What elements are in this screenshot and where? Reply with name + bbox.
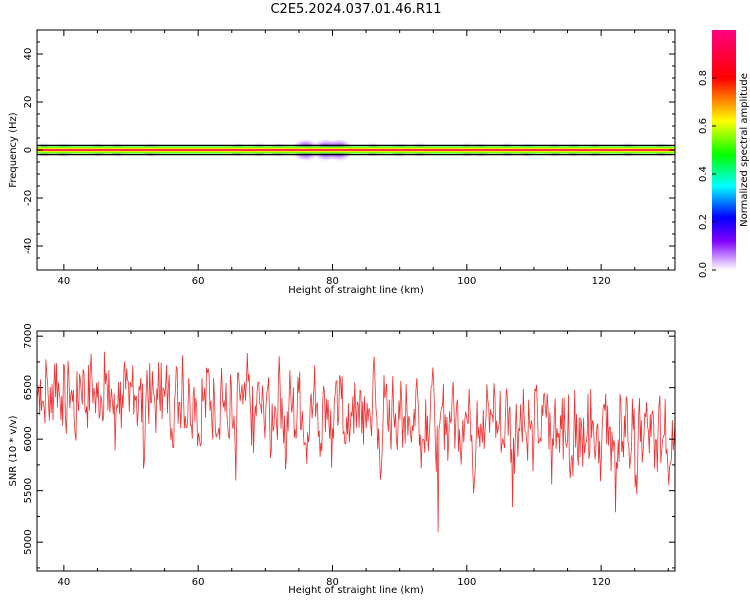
spectrogram-y-tick-label: -40 [23,238,34,254]
snr-y-tick-label: 6000 [23,426,34,451]
spectrogram-x-tick-label: 100 [457,276,476,287]
snr-frame [36,330,676,572]
snr-ticks: 40 60 80 100 120 5000 5500 6000 6500 7000 [23,323,675,588]
spectrogram-panel: 40 60 80 100 120 -40 -20 0 20 40 Height of straig… [8,29,676,296]
snr-x-tick-label: 60 [192,577,205,588]
snr-panel: 40 60 80 100 120 5000 5500 6000 6500 7000 Height … [8,323,676,596]
chart-title: C2E5.2024.037.01.46.R11 [270,2,442,17]
spectrogram-y-tick-label: 0 [23,147,34,153]
snr-x-tick-label: 100 [457,577,476,588]
spectrogram-y-tick-label: 40 [23,48,34,61]
snr-y-tick-label: 7000 [23,323,34,348]
colorbar: 0.0 0.2 0.4 0.6 0.8 Normalized spectral ampl… [698,30,750,278]
colorbar-tick-label: 0.6 [698,118,709,134]
snr-y-tick-label: 5000 [23,529,34,554]
snr-x-tick-label: 120 [592,577,611,588]
snr-y-tick-label: 6500 [23,375,34,400]
colorbar-tick-label: 0.0 [698,262,709,278]
snr-y-tick-label: 5500 [23,478,34,503]
snr-x-tick-label: 80 [326,577,339,588]
spectrogram-x-tick-label: 60 [192,276,205,287]
spectrogram-y-tick-label: 20 [23,96,34,109]
colorbar-label: Normalized spectral amplitude [739,73,750,227]
spectrogram-ticks: 40 60 80 100 120 -40 -20 0 20 40 [23,30,675,287]
spectrogram-x-axis-label: Height of straight line (km) [288,285,424,296]
colorbar-tick-label: 0.8 [698,70,709,86]
colorbar-tick-label: 0.4 [698,166,709,182]
colorbar-ticks: 0.0 0.2 0.4 0.6 0.8 [698,70,716,278]
spectrogram-y-axis-label: Frequency (Hz) [8,112,19,188]
spectrogram-x-tick-label: 120 [592,276,611,287]
colorbar-tick-label: 0.2 [698,214,709,230]
spectrogram-x-tick-label: 80 [326,276,339,287]
spectrogram-x-tick-label: 40 [57,276,70,287]
colorbar-gradient-bar [712,30,736,270]
snr-x-tick-label: 40 [57,577,70,588]
spectrogram-y-tick-label: -20 [23,190,34,206]
snr-series-line [36,351,676,533]
snr-y-axis-label: SNR (10 * v/v) [8,415,19,486]
snr-x-axis-label: Height of straight line (km) [288,585,424,596]
